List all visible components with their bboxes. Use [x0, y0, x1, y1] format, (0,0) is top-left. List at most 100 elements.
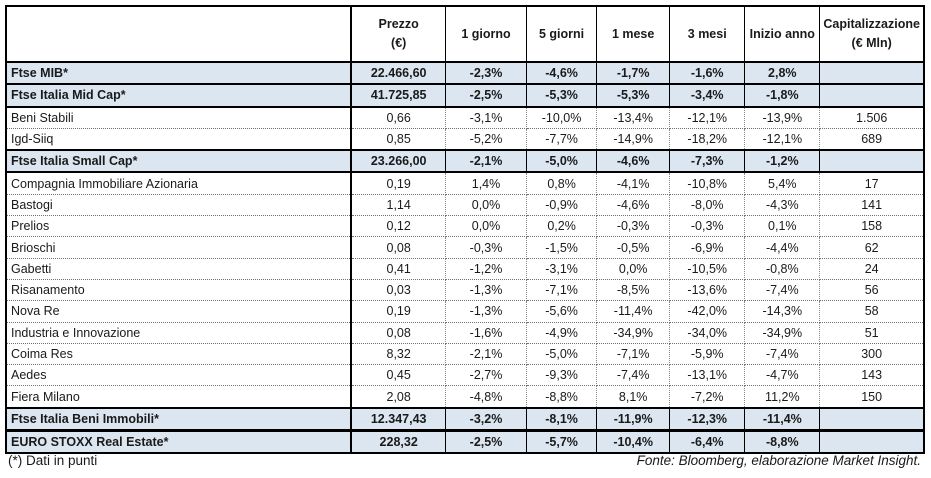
value-cell: -5,9% [669, 342, 746, 366]
value-cell: 22.466,60 [350, 60, 446, 86]
index-row: Ftse MIB* 22.466,60 -2,3% -4,6% -1,7% -1,6% 2,… [6, 60, 924, 86]
value-cell: 0,12 [350, 215, 446, 238]
euro-table-body: EURO STOXX Real Estate* 228,32 -2,5% -5,7% -… [6, 429, 924, 455]
value-cell: -3,1% [444, 106, 528, 129]
index-row: EURO STOXX Real Estate* 228,32 -2,5% -5,7% -… [6, 429, 924, 455]
name-cell: Beni Stabili [6, 106, 352, 129]
value-cell: -18,2% [669, 127, 746, 151]
value-cell: 62 [819, 236, 924, 259]
value-cell: -5,7% [526, 429, 598, 455]
footnote-dati-in-punti: (*) Dati in punti [8, 453, 98, 468]
name-cell: Nova Re [6, 300, 352, 323]
name-cell: Bastogi [6, 193, 352, 217]
value-cell: -4,6% [596, 149, 671, 174]
value-cell: 158 [819, 215, 924, 238]
name-cell: Prelios [6, 215, 352, 238]
stock-row: Bastogi 1,14 0,0% -0,9% -4,6% -8,0% -4,3% 141 [6, 193, 924, 217]
value-cell: -12,1% [744, 127, 821, 151]
name-cell: Industria e Innovazione [6, 321, 352, 344]
value-cell: -7,1% [596, 342, 671, 366]
value-cell: -4,3% [744, 193, 821, 217]
value-cell: -13,1% [669, 364, 746, 387]
value-cell: -7,7% [526, 127, 598, 151]
value-cell: 150 [819, 385, 924, 409]
value-cell: -12,1% [669, 106, 746, 129]
value-cell: -7,4% [744, 342, 821, 366]
value-cell: -4,6% [596, 193, 671, 217]
value-cell: -4,7% [744, 364, 821, 387]
value-cell: -11,4% [744, 406, 821, 432]
value-cell: -4,9% [526, 321, 598, 344]
value-cell: 0,2% [526, 215, 598, 238]
value-cell: -1,8% [744, 83, 821, 108]
value-cell: 0,66 [350, 106, 446, 129]
value-cell: 51 [819, 321, 924, 344]
value-cell: 689 [819, 127, 924, 151]
value-cell: -4,1% [596, 171, 671, 195]
col-header-5-giorni: 5 giorni [526, 5, 598, 63]
value-cell: -2,7% [444, 364, 528, 387]
table-header: Prezzo (€) 1 giorno 5 giorni 1 mese 3 me… [5, 5, 925, 63]
value-cell: -14,9% [596, 127, 671, 151]
value-cell: -13,6% [669, 278, 746, 302]
value-cell: -1,2% [444, 257, 528, 280]
euro-stoxx-table: EURO STOXX Real Estate* 228,32 -2,5% -5,7% -… [5, 429, 925, 455]
col-header-prezzo: Prezzo (€) [350, 5, 446, 63]
value-cell: 0,0% [444, 193, 528, 217]
name-cell: Brioschi [6, 236, 352, 259]
value-cell: -3,1% [526, 257, 598, 280]
col-header-capitalizzazione: Capitalizzazione (€ Mln) [819, 5, 925, 63]
value-cell: -5,3% [596, 83, 671, 108]
stock-row: Prelios 0,12 0,0% 0,2% -0,3% -0,3% 0,1% 158 [6, 215, 924, 238]
value-cell: -8,8% [744, 429, 821, 455]
value-cell: -8,1% [526, 406, 598, 432]
value-cell: 0,19 [350, 171, 446, 195]
value-cell: -11,9% [596, 406, 671, 432]
name-cell: Gabetti [6, 257, 352, 280]
value-cell: 0,0% [444, 215, 528, 238]
name-cell: Ftse MIB* [6, 60, 352, 86]
index-row: Ftse Italia Mid Cap* 41.725,85 -2,5% -5,3% -… [6, 83, 924, 108]
value-cell: 8,32 [350, 342, 446, 366]
value-cell: 41.725,85 [350, 83, 446, 108]
value-cell: 1.506 [819, 106, 924, 129]
value-cell: -10,8% [669, 171, 746, 195]
stock-row: Risanamento 0,03 -1,3% -7,1% -8,5% -13,6% -7,4… [6, 278, 924, 302]
value-cell: 0,03 [350, 278, 446, 302]
value-cell: 2,08 [350, 385, 446, 409]
value-cell [819, 149, 924, 174]
value-cell: -1,6% [669, 60, 746, 86]
indices-and-stocks-table: Prezzo (€) 1 giorno 5 giorni 1 mese 3 me… [5, 5, 925, 432]
value-cell [819, 429, 924, 455]
value-cell: -0,8% [744, 257, 821, 280]
value-cell: -34,9% [596, 321, 671, 344]
value-cell: -6,4% [669, 429, 746, 455]
value-cell: -9,3% [526, 364, 598, 387]
value-cell: -1,6% [444, 321, 528, 344]
value-cell: -0,5% [596, 236, 671, 259]
main-table-body: Ftse MIB* 22.466,60 -2,3% -4,6% -1,7% -1,6% 2,… [6, 60, 924, 432]
value-cell: -7,4% [744, 278, 821, 302]
corner-cell [5, 5, 353, 63]
name-cell: EURO STOXX Real Estate* [6, 429, 352, 455]
value-cell: 23.266,00 [350, 149, 446, 174]
value-cell: -13,9% [744, 106, 821, 129]
value-cell [819, 60, 924, 86]
value-cell: -2,1% [444, 342, 528, 366]
value-cell: -1,2% [744, 149, 821, 174]
value-cell [819, 406, 924, 432]
stock-row: Coima Res 8,32 -2,1% -5,0% -7,1% -5,9% -7,4% 30… [6, 342, 924, 366]
name-cell: Coima Res [6, 342, 352, 366]
value-cell: -7,3% [669, 149, 746, 174]
value-cell: 0,0% [596, 257, 671, 280]
value-cell: -4,4% [744, 236, 821, 259]
stock-row: Igd-Siiq 0,85 -5,2% -7,7% -14,9% -18,2% -12,1%… [6, 127, 924, 151]
name-cell: Ftse Italia Mid Cap* [6, 83, 352, 108]
value-cell: -5,0% [526, 342, 598, 366]
stock-row: Compagnia Immobiliare Azionaria 0,19 1,4% 0… [6, 171, 924, 195]
value-cell: -11,4% [596, 300, 671, 323]
value-cell: -12,3% [669, 406, 746, 432]
value-cell [819, 83, 924, 108]
value-cell: -7,1% [526, 278, 598, 302]
index-row: Ftse Italia Beni Immobili* 12.347,43 -3,2%… [6, 406, 924, 432]
